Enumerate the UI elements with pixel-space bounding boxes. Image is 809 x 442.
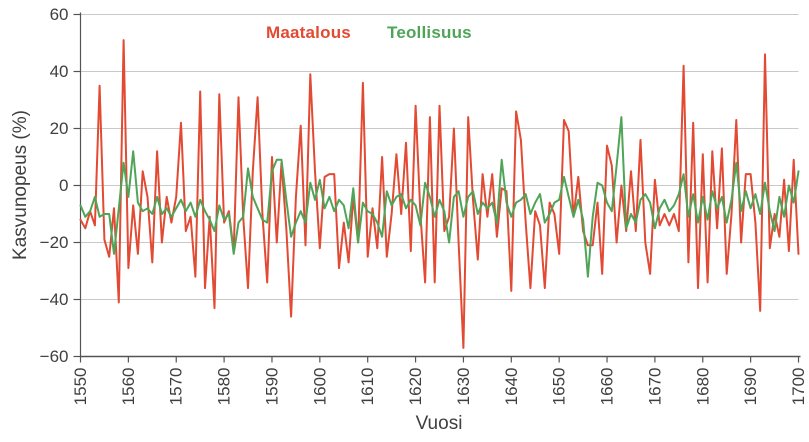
y-tick-labels: 60 40 20 0 −20 −40 −60 — [40, 5, 81, 366]
y-tick-label: 40 — [50, 62, 69, 81]
x-tick-label: 1570 — [167, 368, 186, 406]
y-tick-label: 60 — [50, 5, 69, 24]
y-tick-label: 0 — [59, 176, 68, 195]
x-axis-title: Vuosi — [415, 413, 463, 434]
x-tick-label: 1610 — [358, 368, 377, 406]
x-tick-label: 1680 — [693, 368, 712, 406]
y-tick-label: −20 — [40, 233, 69, 252]
x-tick-label: 1660 — [598, 368, 617, 406]
legend-item-maatalous: Maatalous — [266, 23, 351, 42]
x-tick-label: 1590 — [262, 368, 281, 406]
x-tick-label: 1690 — [741, 368, 760, 406]
x-tick-label: 1550 — [71, 368, 90, 406]
x-tick-label: 1620 — [406, 368, 425, 406]
axes — [79, 12, 801, 358]
teollisuus-line — [79, 116, 800, 278]
x-tick-label: 1600 — [310, 368, 329, 406]
x-tick-label: 1650 — [550, 368, 569, 406]
y-tick-label: −40 — [40, 290, 69, 309]
x-tick-labels: 1550 1560 1570 1580 1590 1600 1610 1620 1630 1640… — [71, 356, 808, 406]
legend-item-teollisuus: Teollisuus — [387, 23, 472, 42]
maatalous-line — [79, 39, 800, 349]
x-tick-label: 1700 — [789, 368, 808, 406]
x-tick-label: 1670 — [645, 368, 664, 406]
y-tick-label: 20 — [50, 119, 69, 138]
gridlines — [80, 14, 799, 300]
y-axis-title: Kasvunopeus (%) — [10, 110, 31, 260]
x-tick-label: 1560 — [119, 368, 138, 406]
y-tick-label: −60 — [40, 347, 69, 366]
x-tick-label: 1640 — [502, 368, 521, 406]
x-tick-label: 1580 — [215, 368, 234, 406]
x-tick-label: 1630 — [454, 368, 473, 406]
